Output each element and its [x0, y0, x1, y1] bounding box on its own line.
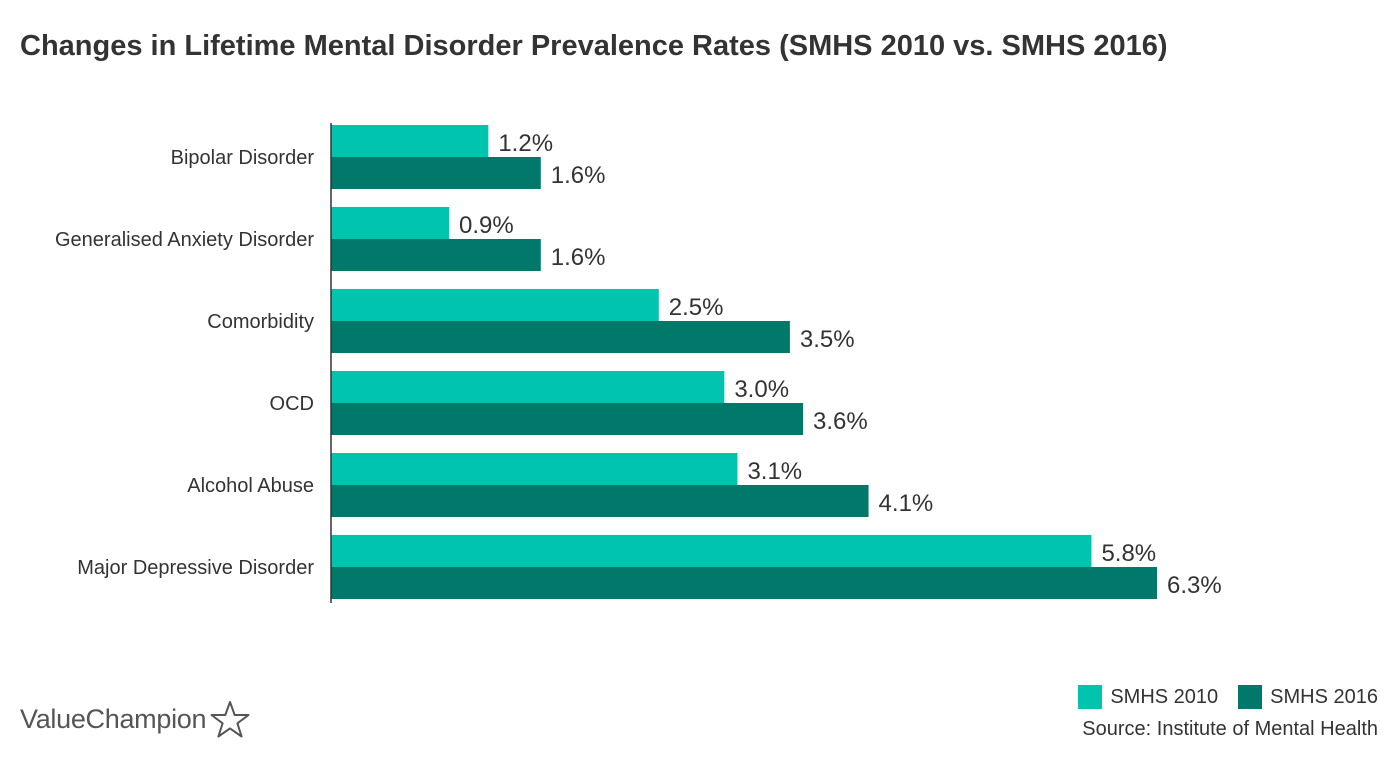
category-label: Generalised Anxiety Disorder — [55, 229, 314, 251]
bar-2016 — [331, 403, 803, 435]
category-label: Bipolar Disorder — [171, 147, 315, 169]
data-label-2016: 3.5% — [800, 326, 855, 353]
bar-2016 — [331, 485, 869, 517]
legend-swatch-2010 — [1078, 685, 1103, 709]
legend-label-2010: SMHS 2010 — [1110, 685, 1219, 708]
bar-2016 — [331, 157, 541, 189]
category-label: Major Depressive Disorder — [77, 557, 314, 579]
data-label-2010: 1.2% — [498, 130, 553, 157]
bar-2010 — [331, 371, 725, 403]
legend-item-2016: SMHS 2016 — [1238, 685, 1378, 709]
bar-2016 — [331, 239, 541, 271]
chart-legend: SMHS 2010 SMHS 2016 — [1058, 685, 1378, 709]
data-label-2010: 5.8% — [1101, 540, 1156, 567]
data-label-2016: 3.6% — [813, 408, 868, 435]
bar-2010 — [331, 535, 1092, 567]
data-label-2010: 2.5% — [669, 294, 724, 321]
chart-title: Changes in Lifetime Mental Disorder Prev… — [20, 30, 1168, 62]
source-note: Source: Institute of Mental Health — [1082, 718, 1378, 740]
data-label-2016: 4.1% — [879, 490, 934, 517]
star-outline-icon — [210, 701, 250, 738]
logo-text: ValueChampion — [20, 703, 207, 734]
legend-label-2016: SMHS 2016 — [1270, 685, 1378, 708]
bar-2016 — [331, 321, 790, 353]
bar-2010 — [331, 289, 659, 321]
bar-2010 — [331, 125, 489, 157]
value-champion-logo: ValueChampion — [20, 700, 250, 738]
data-label-2010: 0.9% — [459, 212, 514, 239]
bar-2016 — [331, 567, 1157, 599]
data-label-2016: 1.6% — [551, 244, 606, 271]
data-label-2016: 1.6% — [551, 162, 606, 189]
legend-swatch-2016 — [1238, 685, 1263, 709]
bar-2010 — [331, 207, 449, 239]
category-label: OCD — [270, 393, 314, 415]
legend-item-2010: SMHS 2010 — [1078, 685, 1218, 709]
data-label-2010: 3.1% — [747, 458, 802, 485]
data-label-2010: 3.0% — [734, 376, 789, 403]
bar-2010 — [331, 453, 738, 485]
data-label-2016: 6.3% — [1167, 572, 1222, 599]
category-label: Alcohol Abuse — [187, 475, 314, 497]
category-label: Comorbidity — [207, 311, 314, 333]
